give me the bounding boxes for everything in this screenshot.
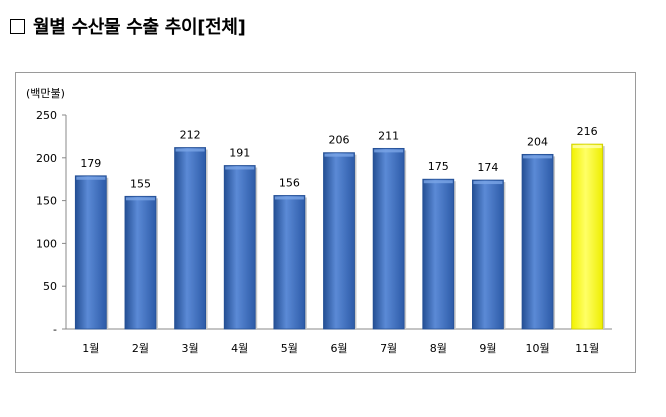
- bar-top-sheen: [175, 148, 205, 152]
- heading-title: 월별 수산물 수출 추이[전체]: [33, 17, 246, 38]
- x-tick-label: 3월: [182, 342, 199, 355]
- bar-top-sheen: [225, 166, 255, 170]
- y-tick-label: 250: [36, 109, 57, 122]
- bar-group: [323, 152, 357, 330]
- x-tick-label: 1월: [82, 342, 99, 355]
- bar-top-sheen: [473, 181, 503, 185]
- bar-top-sheen: [125, 197, 155, 201]
- y-tick-label: 50: [43, 280, 57, 293]
- x-tick-label: 5월: [281, 342, 298, 355]
- bar-top-sheen: [76, 176, 106, 180]
- bar: [472, 179, 504, 330]
- bar-highlighted: [571, 143, 604, 330]
- x-tick-label: 9월: [479, 342, 496, 355]
- page-heading: 월별 수산물 수출 추이[전체]: [10, 14, 246, 38]
- bar: [223, 165, 256, 330]
- y-axis-unit-label: (백만불): [26, 87, 65, 100]
- x-tick-label: 11월: [575, 342, 599, 355]
- bar: [422, 178, 455, 330]
- x-tick-label: 4월: [231, 342, 248, 355]
- y-tick-label: 200: [36, 152, 57, 165]
- bar-top-sheen: [374, 149, 404, 153]
- bar-group: [124, 195, 158, 330]
- bar-data-label: 191: [229, 147, 250, 160]
- bar-group: [273, 195, 307, 330]
- bar-data-label: 179: [80, 157, 101, 170]
- y-tick-label: 150: [36, 195, 57, 208]
- x-tick-label: 8월: [430, 342, 447, 355]
- bar-data-label: 211: [378, 129, 399, 142]
- bar-top-sheen: [523, 155, 553, 159]
- bar-top-sheen: [324, 153, 354, 157]
- bar-group: [521, 153, 556, 330]
- bar-data-label: 212: [180, 129, 201, 142]
- x-tick-label: 10월: [525, 342, 549, 355]
- bar-top-sheen: [423, 180, 453, 184]
- bar: [174, 147, 206, 330]
- bar-data-label: 204: [527, 135, 548, 148]
- bar-top-sheen: [572, 145, 602, 149]
- bar: [273, 195, 306, 330]
- checkbox-square-icon: [10, 18, 25, 34]
- x-tick-label: 7월: [380, 342, 397, 355]
- bar-group: [174, 147, 208, 330]
- bar: [372, 147, 405, 330]
- bar-data-label: 175: [428, 160, 449, 173]
- bar: [74, 175, 107, 330]
- y-tick-label: 100: [36, 237, 57, 250]
- x-tick-label: 2월: [132, 342, 149, 355]
- bar-data-label: 206: [329, 134, 350, 147]
- x-tick-label: 6월: [330, 342, 347, 355]
- bar-group: [571, 143, 605, 330]
- y-tick-label: -: [53, 323, 57, 336]
- bar-group: [472, 179, 506, 330]
- bar-group: [372, 147, 407, 330]
- bar-data-label: 156: [279, 176, 300, 189]
- bar-data-label: 174: [477, 161, 498, 174]
- bar-top-sheen: [274, 196, 304, 200]
- bar: [323, 152, 355, 330]
- bar-group: [422, 178, 456, 330]
- bar: [124, 195, 157, 330]
- bar: [521, 153, 554, 330]
- bar-group: [223, 165, 258, 330]
- bar-data-label: 155: [130, 177, 151, 190]
- bar-group: [74, 175, 109, 330]
- bar-data-label: 216: [577, 125, 598, 138]
